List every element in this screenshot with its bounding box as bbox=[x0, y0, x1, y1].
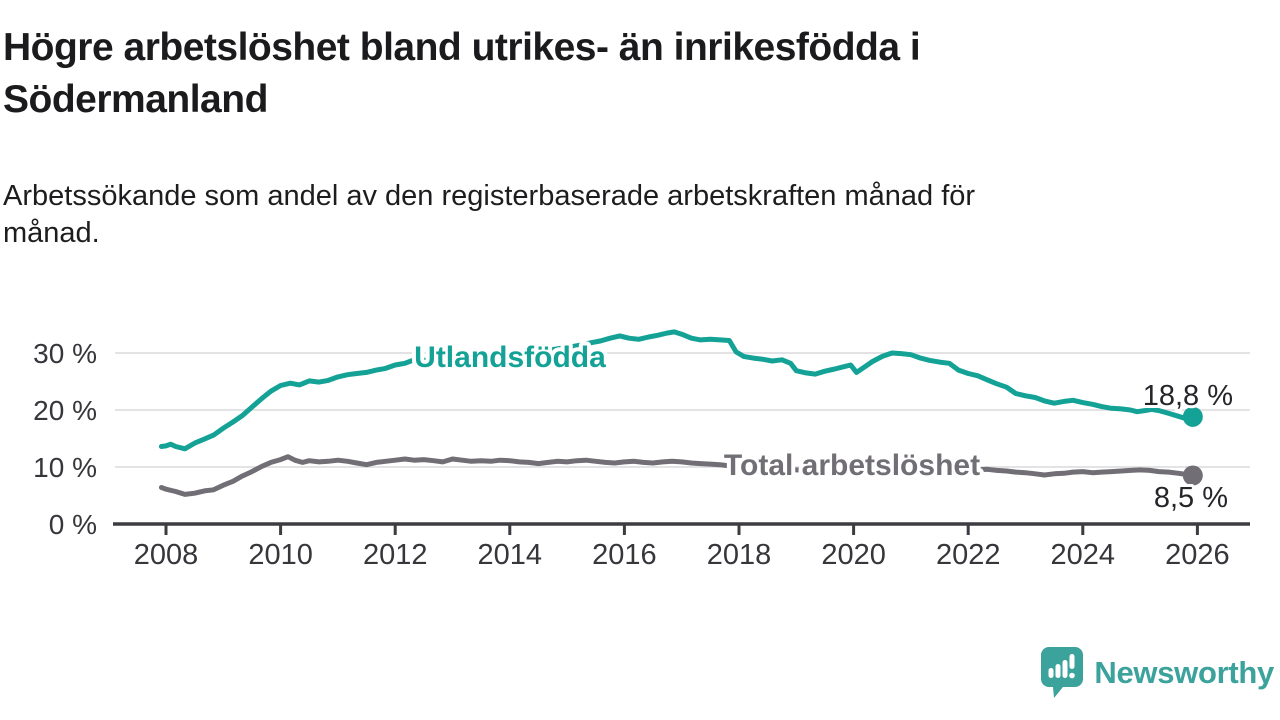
y-tick-label: 20 % bbox=[33, 395, 97, 426]
chart-subtitle-line2: månad. bbox=[3, 217, 100, 249]
series-end-dot-utlandsfodda bbox=[1182, 406, 1203, 427]
end-value-label-utlandsfodda: 18,8 % bbox=[1143, 380, 1233, 412]
series-line-total bbox=[158, 454, 1196, 497]
y-tick-label: 0 % bbox=[49, 509, 97, 540]
y-tick-label: 10 % bbox=[33, 452, 97, 483]
chart-subtitle-line1: Arbetssökande som andel av den registerb… bbox=[3, 180, 976, 212]
newsworthy-speech-bubble-bar-chart-icon bbox=[1041, 647, 1084, 698]
chart-title: Högre arbetslöshet bland utrikes- än inr… bbox=[3, 22, 1273, 126]
end-value-label-total: 8,5 % bbox=[1154, 482, 1228, 514]
x-tick-label: 2018 bbox=[707, 539, 772, 571]
y-tick-label: 30 % bbox=[33, 338, 97, 369]
newsworthy-branding[interactable]: Newsworthy bbox=[1040, 646, 1274, 700]
x-tick-label: 2008 bbox=[134, 539, 199, 571]
x-tick-label: 2026 bbox=[1165, 539, 1230, 571]
x-tick-label: 2010 bbox=[248, 539, 313, 571]
line-chart: 0 % 10 % 20 % 30 % 2008 2010 2012 2014 2016 2018… bbox=[33, 329, 1250, 571]
x-tick-label: 2016 bbox=[592, 539, 657, 571]
x-axis: 2008 2010 2012 2014 2016 2018 2020 2022 2024 2026 bbox=[113, 522, 1250, 571]
x-tick-label: 2012 bbox=[363, 539, 428, 571]
series-lines bbox=[158, 329, 1203, 497]
series-label-total: Total arbetslöshet bbox=[724, 449, 980, 482]
x-tick-label: 2022 bbox=[936, 539, 1001, 571]
chart-title-line2: Södermanland bbox=[3, 78, 268, 121]
chart-subtitle: Arbetssökande som andel av den registerb… bbox=[3, 178, 1273, 252]
chart-labels: Utlandsfödda 18,8 % Total arbetslöshet 8,5 … bbox=[410, 337, 1236, 517]
newsworthy-logo-text: Newsworthy bbox=[1094, 655, 1274, 690]
x-tick-label: 2024 bbox=[1051, 539, 1116, 571]
x-tick-label: 2014 bbox=[478, 539, 543, 571]
x-tick-label: 2020 bbox=[821, 539, 886, 571]
series-end-dot-total bbox=[1182, 465, 1203, 486]
gridlines: 0 % 10 % 20 % 30 % bbox=[33, 338, 1250, 540]
series-label-utlandsfodda: Utlandsfödda bbox=[414, 341, 606, 374]
series-line-utlandsfodda bbox=[158, 329, 1196, 452]
chart-title-line1: Högre arbetslöshet bland utrikes- än inr… bbox=[3, 26, 921, 69]
